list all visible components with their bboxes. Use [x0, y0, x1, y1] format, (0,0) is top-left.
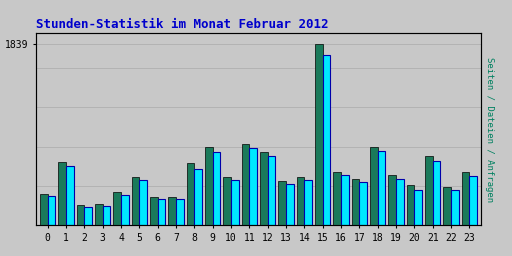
Text: Stunden-Statistik im Monat Februar 2012: Stunden-Statistik im Monat Februar 2012: [36, 18, 328, 31]
Bar: [407, 185, 414, 225]
Bar: [150, 197, 158, 225]
Bar: [286, 184, 294, 225]
Bar: [176, 199, 184, 225]
Bar: [268, 156, 275, 225]
Bar: [242, 144, 249, 225]
Bar: [121, 195, 129, 225]
Bar: [352, 179, 359, 225]
Bar: [378, 151, 386, 225]
Bar: [205, 146, 212, 225]
Bar: [187, 163, 195, 225]
Bar: [388, 175, 396, 225]
Bar: [212, 152, 221, 225]
Bar: [359, 183, 367, 225]
Bar: [425, 156, 433, 225]
Bar: [333, 172, 341, 225]
Bar: [315, 44, 323, 225]
Bar: [158, 199, 165, 225]
Bar: [223, 177, 231, 225]
Bar: [103, 206, 111, 225]
Bar: [40, 194, 48, 225]
Bar: [451, 190, 459, 225]
Bar: [66, 166, 74, 225]
Bar: [132, 177, 139, 225]
Bar: [77, 205, 84, 225]
Bar: [84, 207, 92, 225]
Bar: [95, 204, 103, 225]
Bar: [443, 187, 451, 225]
Bar: [341, 175, 349, 225]
Bar: [195, 169, 202, 225]
Bar: [231, 180, 239, 225]
Bar: [279, 181, 286, 225]
Bar: [168, 197, 176, 225]
Bar: [249, 148, 257, 225]
Bar: [414, 190, 422, 225]
Bar: [113, 192, 121, 225]
Bar: [48, 196, 55, 225]
Bar: [323, 55, 330, 225]
Bar: [305, 180, 312, 225]
Bar: [470, 176, 477, 225]
Bar: [296, 177, 305, 225]
Bar: [396, 178, 404, 225]
Bar: [462, 172, 470, 225]
Bar: [433, 161, 440, 225]
Bar: [260, 152, 268, 225]
Bar: [58, 162, 66, 225]
Y-axis label: Seiten / Dateien / Anfragen: Seiten / Dateien / Anfragen: [485, 57, 495, 202]
Bar: [139, 180, 147, 225]
Bar: [370, 146, 378, 225]
